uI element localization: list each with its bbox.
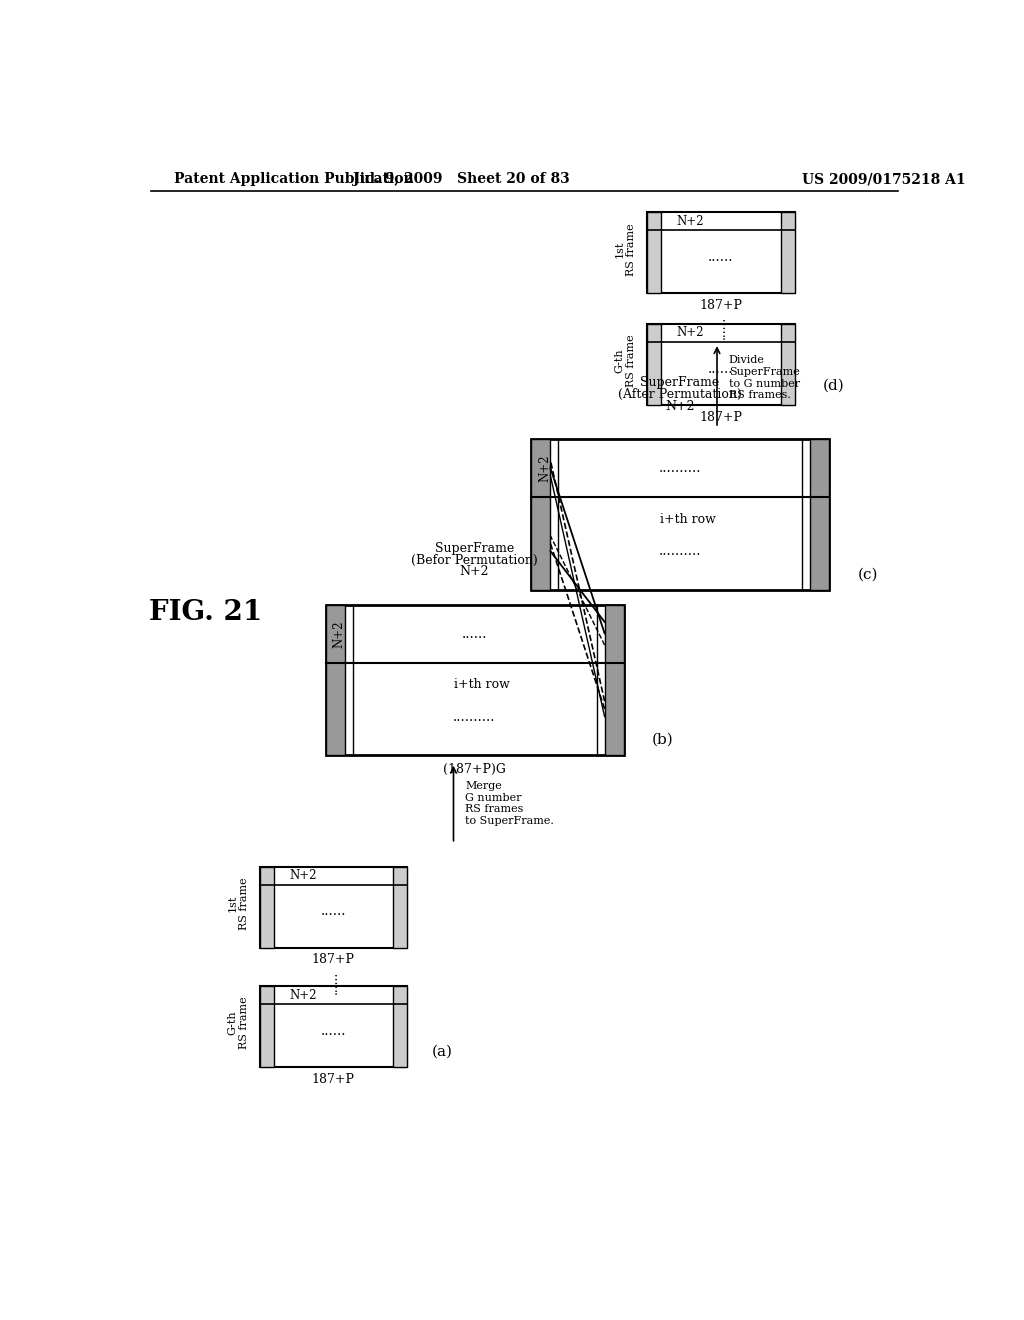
Bar — [810, 440, 829, 590]
Text: US 2009/0175218 A1: US 2009/0175218 A1 — [802, 172, 966, 186]
Bar — [604, 605, 624, 755]
Text: Divide
SuperFrame
to G number
RS frames.: Divide SuperFrame to G number RS frames. — [729, 355, 800, 400]
Text: ......: ...... — [462, 627, 487, 642]
Text: 187+P: 187+P — [699, 411, 742, 424]
Text: 187+P: 187+P — [312, 953, 355, 966]
Text: i+th row: i+th row — [455, 678, 510, 692]
Bar — [647, 323, 662, 405]
Bar — [647, 213, 662, 293]
Bar — [780, 213, 795, 293]
Text: N+2: N+2 — [289, 989, 316, 1002]
Bar — [780, 323, 795, 405]
Bar — [260, 986, 273, 1067]
Text: G-th
RS frame: G-th RS frame — [614, 334, 636, 387]
Bar — [531, 440, 550, 590]
Text: ......: ...... — [709, 249, 733, 264]
Bar — [326, 605, 624, 755]
Text: ......: ...... — [321, 1024, 346, 1038]
Text: (Befor Permutation): (Befor Permutation) — [411, 553, 538, 566]
Bar — [647, 323, 795, 405]
Bar — [326, 605, 345, 755]
Text: ......: ...... — [715, 317, 727, 339]
Bar — [260, 986, 407, 1067]
Text: 1st
RS frame: 1st RS frame — [614, 223, 636, 276]
Text: N+2: N+2 — [677, 326, 705, 339]
Text: N+2: N+2 — [538, 454, 551, 482]
Bar — [393, 867, 407, 948]
Text: N+2: N+2 — [677, 215, 705, 227]
Text: 1st
RS frame: 1st RS frame — [227, 878, 249, 931]
Text: (b): (b) — [652, 733, 674, 747]
Bar — [260, 867, 273, 948]
Text: ..........: .......... — [658, 544, 701, 558]
Text: N+2: N+2 — [289, 869, 316, 882]
Text: N+2: N+2 — [333, 620, 346, 648]
Text: FIG. 21: FIG. 21 — [148, 599, 262, 626]
Text: ......: ...... — [327, 970, 340, 994]
Text: ..........: .......... — [658, 461, 701, 475]
Bar — [647, 213, 795, 293]
Text: (d): (d) — [822, 379, 844, 392]
Text: SuperFrame: SuperFrame — [640, 376, 720, 389]
Text: ......: ...... — [321, 904, 346, 919]
Text: (After Permutation): (After Permutation) — [617, 388, 741, 401]
Text: G-th
RS frame: G-th RS frame — [227, 997, 249, 1049]
Text: ......: ...... — [709, 362, 733, 376]
Bar — [531, 440, 829, 590]
Text: Patent Application Publication: Patent Application Publication — [174, 172, 414, 186]
Bar — [393, 986, 407, 1067]
Bar — [260, 867, 407, 948]
Text: N+2: N+2 — [665, 400, 694, 412]
Text: (c): (c) — [858, 568, 879, 581]
Text: SuperFrame: SuperFrame — [435, 543, 514, 554]
Text: 187+P: 187+P — [312, 1073, 355, 1086]
Text: ..........: .......... — [454, 710, 496, 723]
Text: N+2: N+2 — [460, 565, 489, 578]
Text: Merge
G number
RS frames
to SuperFrame.: Merge G number RS frames to SuperFrame. — [465, 781, 554, 826]
Text: i+th row: i+th row — [659, 512, 716, 525]
Text: 187+P: 187+P — [699, 298, 742, 312]
Text: (187+P)G: (187+P)G — [443, 763, 506, 776]
Text: (a): (a) — [431, 1044, 453, 1059]
Text: Jul. 9, 2009   Sheet 20 of 83: Jul. 9, 2009 Sheet 20 of 83 — [353, 172, 569, 186]
